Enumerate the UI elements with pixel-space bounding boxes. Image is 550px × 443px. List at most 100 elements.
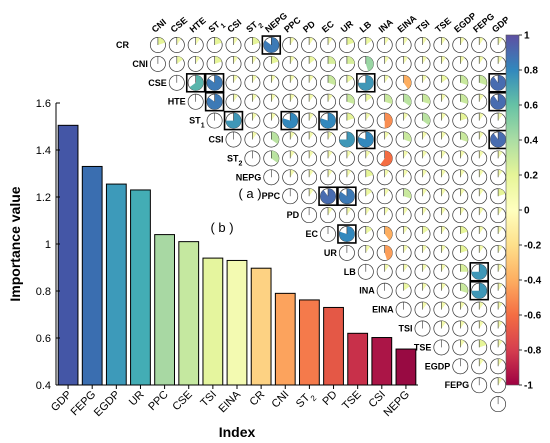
corr-wedge — [309, 56, 316, 64]
corr-wedge — [498, 150, 503, 159]
corr-wedge — [479, 37, 484, 45]
corr-wedge — [479, 169, 484, 178]
corr-cell-egdp-gdp — [490, 358, 507, 375]
corr-cell-lb-tsi — [414, 263, 431, 280]
corr-wedge — [498, 358, 503, 367]
corr-wedge — [328, 94, 333, 102]
corr-cell-nepg-ec — [320, 169, 336, 186]
corr-cell-hte-tsi — [414, 93, 431, 110]
corr-cell-st1-csi — [223, 110, 244, 131]
corr-wedge — [365, 169, 374, 178]
corr-wedge — [498, 377, 503, 386]
corr-wedge — [460, 113, 468, 121]
significance-box — [204, 91, 225, 112]
corr-wedge — [403, 226, 409, 234]
corr-cell-st1-eina — [395, 112, 412, 129]
corr-cell-nepg-ina — [376, 169, 393, 186]
corr-wedge — [384, 113, 393, 129]
colorbar-tick-label: 0.4 — [524, 136, 538, 147]
corr-wedge — [422, 283, 427, 291]
corr-wedge — [460, 320, 465, 329]
corr-wedge — [328, 207, 333, 216]
corr-wedge — [263, 37, 279, 53]
corr-cell-tsi-tse — [433, 320, 450, 337]
corr-wedge — [384, 37, 390, 45]
corr-wedge — [460, 56, 465, 64]
corr-wedge — [403, 150, 409, 159]
corr-wedge — [498, 56, 503, 64]
column-label-ec: EC — [320, 19, 336, 35]
corr-wedge — [479, 113, 484, 121]
corr-wedge — [309, 150, 314, 159]
corr-wedge — [441, 37, 446, 45]
corr-cell-nepg-tsi — [414, 169, 431, 186]
corr-cell-cse-ur — [338, 74, 355, 91]
row-label-cni: CNI — [132, 59, 148, 69]
column-label-cse: CSE — [169, 15, 190, 35]
bar-ur — [130, 189, 151, 386]
corr-cell-hte-pd — [301, 93, 318, 110]
x-tick-label: CR — [248, 389, 268, 409]
y-tick-label: 1 — [45, 239, 51, 251]
corr-wedge — [271, 131, 279, 144]
corr-wedge — [460, 75, 468, 86]
corr-cell-ec-ur — [337, 224, 357, 244]
diagonal-cell-hte — [187, 93, 204, 110]
corr-wedge — [403, 94, 412, 107]
bar-nepg — [395, 348, 417, 386]
corr-wedge — [441, 75, 448, 83]
column-label-cni: CNI — [150, 17, 168, 35]
corr-wedge — [346, 207, 352, 216]
corr-wedge — [214, 37, 222, 45]
diagonal-cell-nepg — [263, 169, 280, 186]
corr-wedge — [479, 150, 484, 159]
corr-cell-cse-csi — [225, 74, 242, 91]
diagonal-cell-gdp — [490, 396, 507, 413]
x-tick-label: EGDP — [92, 389, 123, 420]
corr-cell-st2-gdp — [490, 150, 507, 167]
corr-wedge — [346, 56, 355, 64]
diagonal-cell-tse — [433, 339, 450, 356]
corr-cell-cr-tsi — [414, 37, 431, 53]
corr-cell-nepg-gdp — [490, 169, 507, 186]
x-tick-label: EINA — [216, 388, 243, 415]
corr-cell-lb-eina — [395, 263, 412, 280]
corr-cell-cse-hte — [185, 73, 206, 93]
colorbar-tick-label: 0.2 — [524, 171, 538, 182]
significance-box — [469, 262, 489, 282]
bar-cni — [274, 292, 296, 386]
corr-cell-cse-ina — [376, 74, 393, 91]
column-label-st2: ST2 — [244, 17, 265, 37]
row-label-egdp: EGDP — [425, 361, 451, 371]
corr-cell-st1-tsi — [414, 112, 431, 129]
corr-cell-cr-ec — [320, 37, 336, 53]
corr-cell-st2-eina — [395, 150, 412, 167]
corr-wedge — [479, 56, 484, 64]
y-tick-label: 0.6 — [36, 333, 51, 345]
corr-cell-csi-ina — [376, 131, 393, 148]
corr-cell-st2-tsi — [414, 150, 431, 167]
corr-wedge — [320, 188, 336, 204]
corr-cell-st2-ina — [376, 150, 393, 167]
x-axis-title: Index — [219, 424, 256, 440]
corr-cell-ina-tse — [433, 282, 450, 299]
corr-wedge — [479, 245, 484, 253]
corr-cell-nepg-eina — [395, 169, 412, 186]
bar-pd — [323, 306, 344, 386]
corr-cell-csi-ppc — [282, 131, 299, 148]
corr-cell-st1-ina — [376, 112, 393, 129]
corr-cell-tse-egdp — [452, 339, 469, 356]
corr-wedge — [252, 75, 257, 83]
column-label-hte: HTE — [188, 15, 208, 34]
significance-box — [318, 110, 338, 131]
corr-cell-cse-eina — [395, 74, 412, 91]
corr-cell-pd-fepg — [471, 207, 488, 224]
corr-wedge — [422, 207, 427, 216]
column-label-pd: PD — [301, 19, 317, 35]
corr-cell-ppc-ur — [337, 186, 357, 206]
corr-cell-csi-tse — [433, 131, 450, 148]
corr-wedge — [441, 302, 446, 310]
corr-cell-nepg-egdp — [452, 169, 469, 186]
